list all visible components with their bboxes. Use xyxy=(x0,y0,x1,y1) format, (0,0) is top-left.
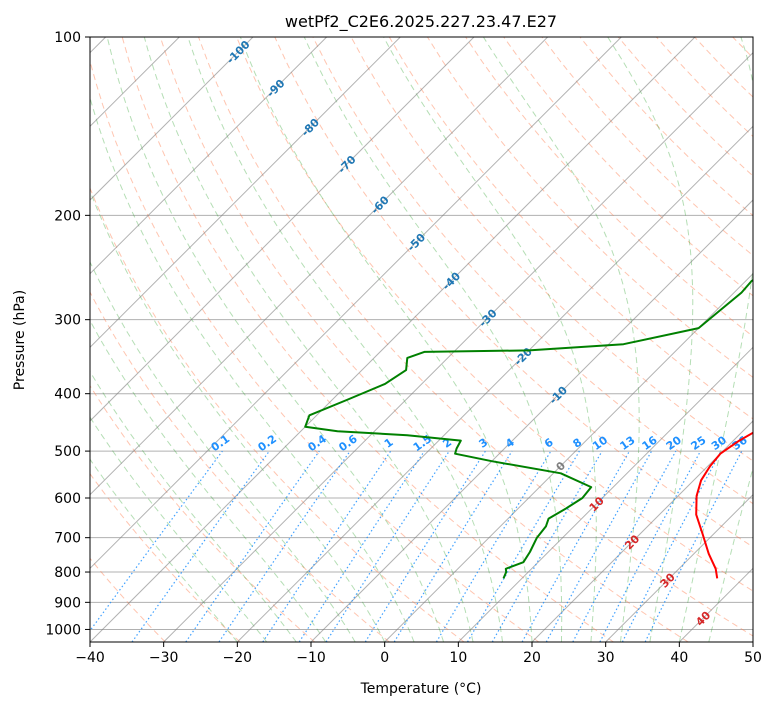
isotherm-line xyxy=(457,346,753,642)
y-tick-label: 700 xyxy=(54,531,81,547)
background-lines xyxy=(90,37,775,642)
y-tick-label: 600 xyxy=(54,491,81,507)
isotherm-line xyxy=(605,493,753,642)
isotherm-line xyxy=(236,125,753,642)
isotherm-line xyxy=(90,37,549,496)
x-tick-label: 50 xyxy=(744,650,762,666)
isotherm-line xyxy=(752,641,753,642)
x-tick-label: −10 xyxy=(296,650,326,666)
mixing-ratio-line xyxy=(325,450,450,642)
dry-adiabat xyxy=(90,384,316,642)
moist-adiabat xyxy=(90,370,297,642)
plot-area xyxy=(90,37,753,642)
moist-adiabat xyxy=(90,260,356,642)
y-axis-label: Pressure (hPa) xyxy=(12,290,28,390)
mixing-ratio-line xyxy=(572,450,677,642)
isotherm-line xyxy=(90,37,328,275)
isotherm-line xyxy=(384,272,753,642)
dewpoint-profile-line xyxy=(304,278,753,579)
dry-adiabat xyxy=(90,472,241,642)
plot-frame xyxy=(89,36,754,643)
dry-adiabat xyxy=(503,37,753,297)
dry-adiabat xyxy=(159,37,689,642)
isotherm-line xyxy=(90,37,401,349)
y-tick-label: 800 xyxy=(54,565,81,581)
mixing-ratio-line xyxy=(545,450,653,642)
x-tick-label: −20 xyxy=(223,650,253,666)
chart-title: wetPf2_C2E6.2025.227.23.47.E27 xyxy=(285,12,557,32)
x-tick-label: 10 xyxy=(449,650,467,666)
dry-adiabat xyxy=(236,37,753,592)
mixing-ratio-line xyxy=(218,450,351,642)
moist-adiabat xyxy=(90,319,327,642)
isotherm-line xyxy=(531,420,753,642)
dry-adiabat xyxy=(121,37,614,642)
mixing-ratio-line xyxy=(644,450,743,642)
moist-adiabat xyxy=(90,189,386,642)
dry-adiabat xyxy=(350,37,753,462)
moist-adiabat xyxy=(90,458,238,642)
y-tick-label: 100 xyxy=(54,30,81,46)
y-tick-label: 200 xyxy=(54,208,81,224)
dry-adiabat xyxy=(426,37,753,378)
mixing-ratio-line xyxy=(521,450,631,642)
dry-adiabat xyxy=(388,37,753,420)
y-tick-label: 300 xyxy=(54,313,81,329)
isotherm-line xyxy=(163,51,753,642)
x-tick-label: 20 xyxy=(523,650,541,666)
axes: −40 −30 −20 −10 0 10 20 30 40 50 100 200 300 400 500 60… xyxy=(45,30,762,666)
moist-adiabat xyxy=(90,416,268,642)
moist-adiabat xyxy=(143,37,474,642)
x-tick-label: −40 xyxy=(75,650,105,666)
isotherm-line xyxy=(90,37,696,642)
x-tick-label: 40 xyxy=(670,650,688,666)
x-tick-label: 0 xyxy=(380,650,389,666)
moist-adiabat xyxy=(482,37,640,642)
moist-adiabat xyxy=(607,37,694,642)
temperature-profile-line xyxy=(695,431,753,579)
y-tick-label: 500 xyxy=(54,444,81,460)
dry-adiabat xyxy=(465,37,753,338)
dry-adiabat xyxy=(312,37,753,505)
y-tick-label: 900 xyxy=(54,595,81,611)
moist-adiabat xyxy=(708,466,753,642)
moist-adiabat xyxy=(239,37,533,642)
isotherm-line xyxy=(310,199,753,642)
moist-adiabat xyxy=(678,37,753,642)
profile-lines xyxy=(304,278,753,579)
dry-adiabat xyxy=(90,59,540,642)
dry-adiabat xyxy=(771,37,775,642)
isotherm-line xyxy=(90,37,254,201)
isotherm-line xyxy=(90,37,622,570)
mixing-ratio-line xyxy=(393,450,513,642)
x-tick-label: −30 xyxy=(149,650,179,666)
x-axis-label: Temperature (°C) xyxy=(360,681,482,697)
isotherm-line xyxy=(90,37,475,422)
moist-adiabat xyxy=(106,37,445,642)
moist-adiabat xyxy=(303,37,563,642)
dry-adiabat xyxy=(274,37,753,548)
mixing-ratio-line xyxy=(90,450,223,632)
moist-adiabat xyxy=(187,37,503,642)
mixing-ratio-line xyxy=(185,450,320,642)
dry-adiabat xyxy=(90,186,465,642)
dry-adiabat xyxy=(90,291,390,642)
mixing-ratio-line xyxy=(131,450,270,642)
mixing-ratio-line xyxy=(298,450,425,642)
y-tick-label: 1000 xyxy=(45,622,81,638)
x-tick-label: 30 xyxy=(597,650,615,666)
y-tick-label: 400 xyxy=(54,387,81,403)
mixing-ratio-line xyxy=(262,450,392,642)
moist-adiabat xyxy=(383,37,597,642)
